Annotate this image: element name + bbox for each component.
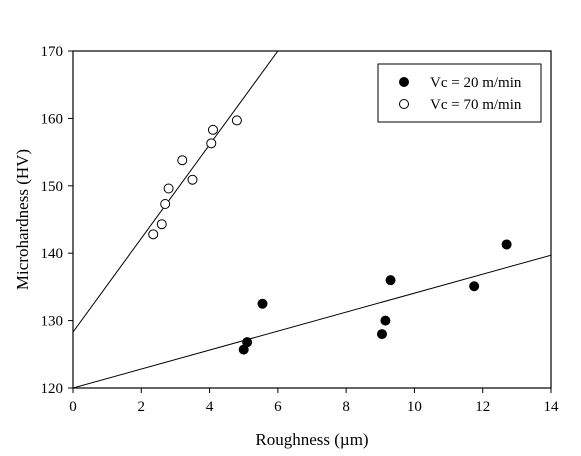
x-axis-title: Roughness (µm)	[255, 430, 368, 449]
y-axis-title: Microhardness (HV)	[13, 149, 32, 290]
data-point-filled	[501, 239, 512, 250]
data-point-open	[207, 124, 218, 135]
data-point-open	[177, 155, 188, 166]
data-point-open	[160, 198, 171, 209]
x-tick-label: 10	[407, 399, 422, 415]
x-tick-label: 6	[274, 399, 282, 415]
y-tick-label: 160	[41, 111, 64, 127]
data-point-filled	[376, 329, 387, 340]
data-points	[148, 115, 512, 355]
y-tick-label: 150	[41, 179, 64, 195]
data-point-filled	[380, 315, 391, 326]
data-point-filled	[469, 281, 480, 292]
data-point-open	[206, 138, 217, 149]
legend-box	[377, 63, 542, 123]
y-tick-label: 130	[41, 314, 64, 330]
data-point-open	[231, 115, 242, 126]
fit-lines	[73, 51, 551, 388]
data-point-filled	[385, 275, 396, 286]
x-tick-label: 8	[342, 399, 350, 415]
data-point-open	[163, 183, 174, 194]
data-point-open	[187, 174, 198, 185]
plot-frame	[72, 50, 552, 389]
y-tick-label: 120	[41, 381, 64, 397]
fit-line-series-0	[73, 254, 551, 388]
legend-label-vc-70: Vc = 70 m/min	[430, 97, 522, 113]
y-tick-label: 140	[41, 246, 64, 262]
x-axis-ticks: 0 2 4 6 8 10 12 14	[69, 388, 559, 415]
legend-marker-filled-circle	[399, 77, 409, 87]
legend-label-vc-20: Vc = 20 m/min	[430, 75, 522, 91]
y-tick-label: 170	[41, 44, 64, 60]
fit-line-series-1	[73, 51, 279, 333]
x-tick-label: 2	[138, 399, 146, 415]
x-tick-label: 12	[475, 399, 490, 415]
legend-marker-open-circle	[399, 99, 409, 109]
data-point-open	[148, 229, 159, 240]
data-point-filled	[257, 298, 268, 309]
x-tick-label: 0	[69, 399, 77, 415]
x-tick-label: 4	[206, 399, 214, 415]
y-axis-ticks: 120 130 140 150 160 170	[41, 44, 73, 397]
legend: Vc = 20 m/min Vc = 70 m/min	[377, 63, 542, 123]
x-tick-label: 14	[544, 399, 560, 415]
data-point-open	[156, 219, 167, 230]
data-point-filled	[242, 337, 253, 348]
